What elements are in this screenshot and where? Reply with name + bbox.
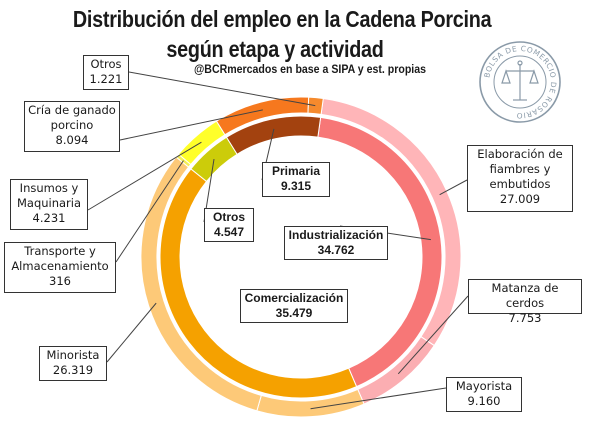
label-insumos-line2: Maquinaria [16, 196, 82, 210]
label-transporte: Transporte y Almacenamiento 316 [4, 242, 116, 293]
label-comercializacion-value: 35.479 [275, 306, 313, 320]
chart-subtitle: @BCRmercados en base a SIPA y est. propi… [193, 64, 426, 76]
label-mayorista-value: 9.160 [467, 394, 501, 408]
inner-ring [159, 115, 443, 399]
label-insumos-line1: Insumos y [19, 181, 79, 195]
bcr-seal-logo: BOLSA DE COMERCIO DE ROSARIO [479, 41, 561, 123]
leader-line-4 [115, 160, 184, 263]
label-primaria: Primaria 9.315 [262, 162, 330, 197]
label-minorista-value: 26.319 [52, 363, 94, 377]
leader-line-6 [310, 387, 447, 410]
label-mayorista: Mayorista 9.160 [446, 377, 522, 412]
label-matanza-value: 7.753 [508, 311, 542, 325]
leader-line-2 [119, 109, 263, 141]
label-otros-outer-value: 1.221 [89, 72, 123, 86]
label-mayorista-name: Mayorista [455, 379, 513, 393]
label-comercializacion: Comercialización 35.479 [240, 289, 348, 323]
leader-line-3 [87, 141, 202, 211]
label-elaboracion-line2: fiambres y [489, 162, 551, 176]
label-industrializacion-value: 34.762 [317, 243, 355, 257]
leader-lines [87, 71, 469, 410]
label-cria: Cría de ganado porcino 8.094 [24, 101, 120, 152]
outer-ring [140, 96, 462, 418]
leader-line-8 [439, 179, 468, 196]
label-elaboracion-line1: Elaboración de [477, 147, 563, 161]
label-otros-inner-name: Otros [212, 210, 245, 224]
outer-ring-slice-8 [307, 96, 324, 115]
label-transporte-line1: Transporte y [24, 244, 96, 258]
label-minorista-name: Minorista [46, 348, 100, 362]
label-minorista: Minorista 26.319 [39, 346, 107, 381]
leader-line-5 [106, 302, 157, 363]
label-comercializacion-name: Comercialización [244, 291, 344, 305]
label-insumos: Insumos y Maquinaria 4.231 [10, 179, 88, 230]
label-matanza-name: Matanza de cerdos [491, 281, 559, 310]
label-cria-line1: Cría de ganado [28, 103, 116, 117]
label-industrializacion-name: Industrialización [288, 228, 384, 242]
label-transporte-line2: Almacenamiento [11, 259, 109, 273]
label-primaria-value: 9.315 [280, 179, 312, 193]
leader-line-1 [128, 71, 316, 107]
leader-line-7 [397, 295, 469, 375]
label-matanza: Matanza de cerdos 7.753 [468, 279, 582, 325]
chart-title-line1: Distribución del empleo en la Cadena Por… [72, 6, 492, 32]
label-elaboracion-line3: embutidos [489, 177, 551, 191]
label-transporte-value: 316 [49, 274, 71, 288]
inner-ring-slice-4 [225, 115, 322, 155]
label-insumos-value: 4.231 [32, 211, 66, 225]
label-cria-line2: porcino [50, 118, 94, 132]
label-elaboracion-value: 27.009 [499, 192, 541, 206]
label-primaria-name: Primaria [271, 164, 321, 178]
label-otros-inner-value: 4.547 [213, 225, 245, 239]
label-industrializacion: Industrialización 34.762 [284, 226, 388, 260]
label-elaboracion: Elaboración de fiambres y embutidos 27.0… [467, 145, 573, 212]
chart-title-line2: según etapa y actividad [166, 36, 384, 62]
label-otros-outer: Otros 1.221 [83, 55, 129, 90]
label-otros-inner: Otros 4.547 [204, 208, 254, 242]
label-otros-outer-name: Otros [90, 57, 122, 71]
label-cria-value: 8.094 [55, 133, 89, 147]
